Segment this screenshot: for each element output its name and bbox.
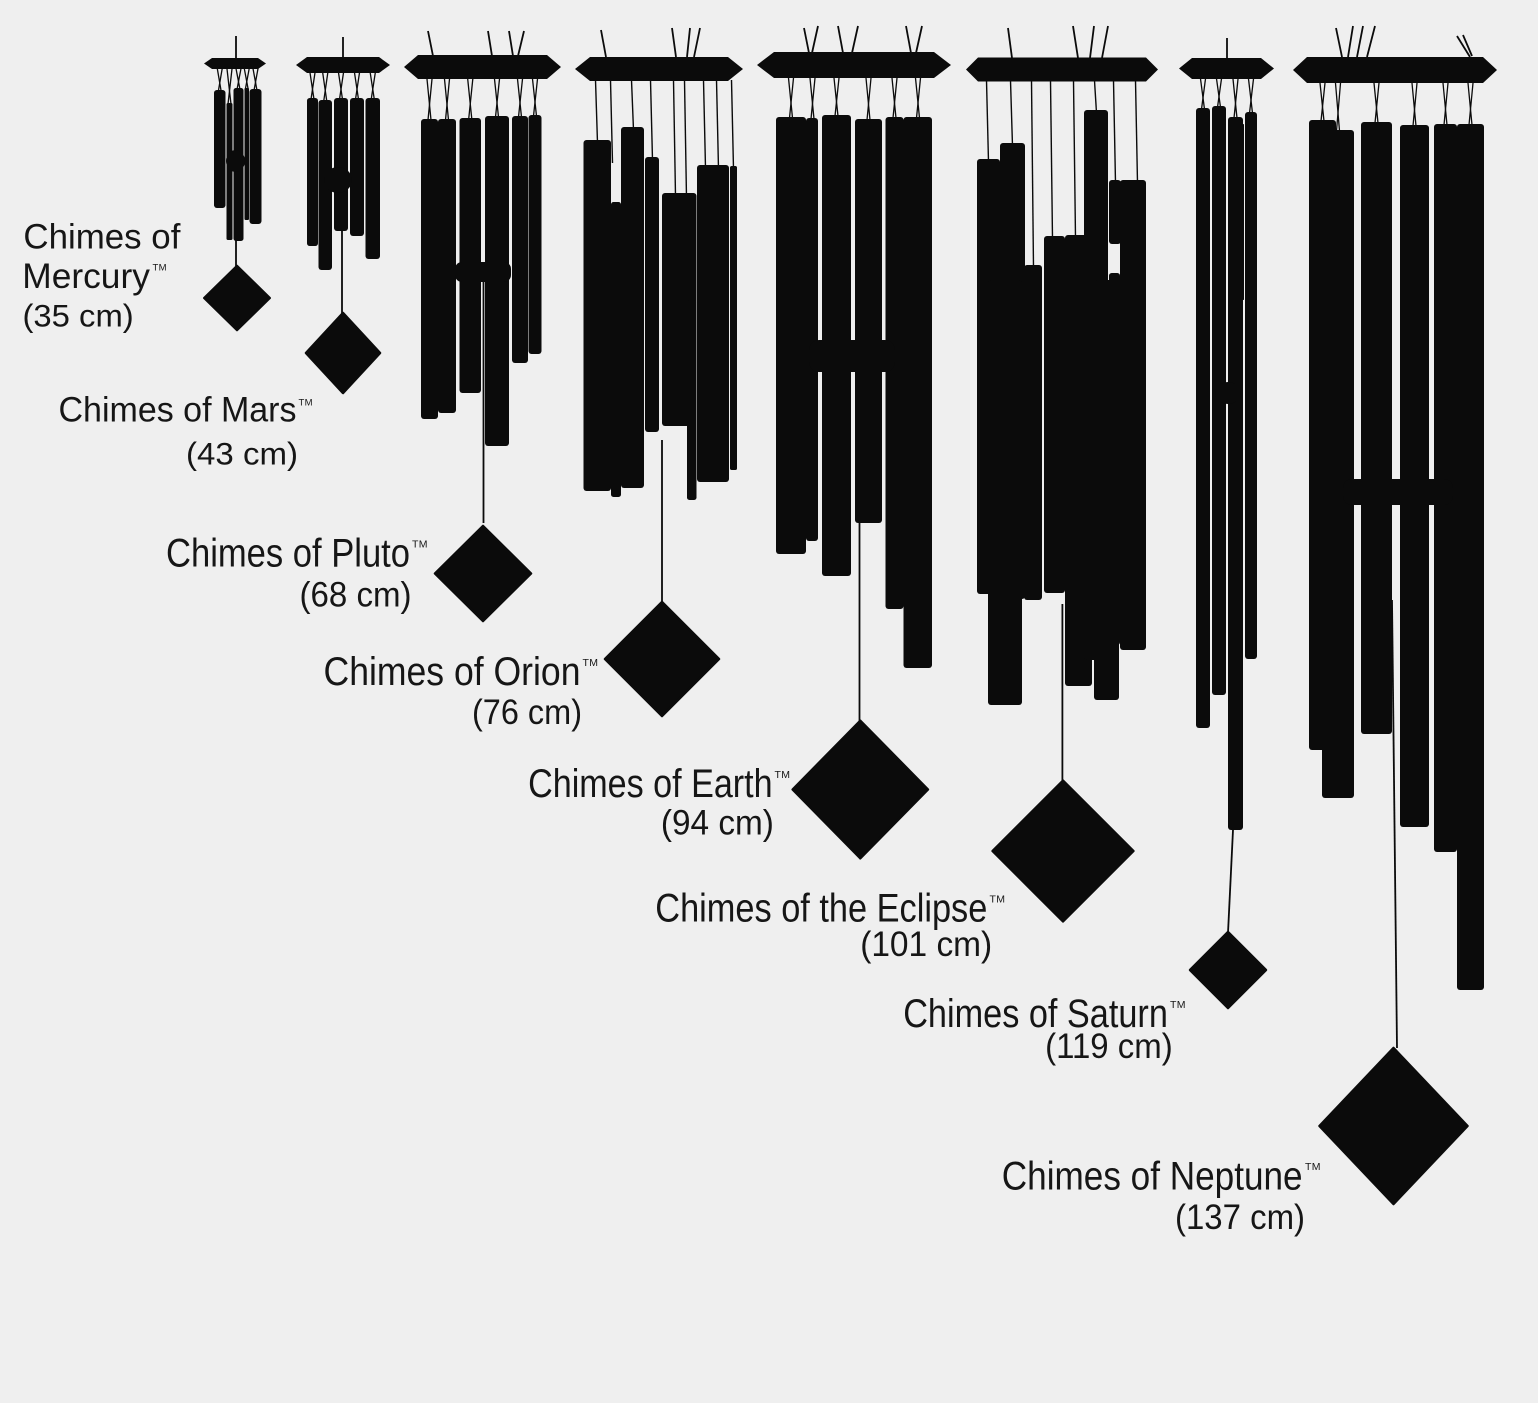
svg-text:Mercury: Mercury xyxy=(22,257,150,296)
svg-text:Chimes of Saturn: Chimes of Saturn xyxy=(903,992,1168,1036)
svg-text:(94 cm): (94 cm) xyxy=(661,804,774,843)
svg-text:TM: TM xyxy=(583,657,599,669)
svg-text:(68 cm): (68 cm) xyxy=(300,576,412,615)
svg-text:(101 cm): (101 cm) xyxy=(860,925,992,964)
svg-text:Chimes of the Eclipse: Chimes of the Eclipse xyxy=(655,887,987,931)
svg-text:TM: TM xyxy=(1305,1161,1321,1173)
svg-text:(119 cm): (119 cm) xyxy=(1045,1027,1173,1066)
svg-text:TM: TM xyxy=(412,539,428,551)
svg-text:(137 cm): (137 cm) xyxy=(1175,1198,1305,1237)
svg-text:Chimes of Pluto: Chimes of Pluto xyxy=(166,532,410,576)
svg-text:TM: TM xyxy=(1170,999,1186,1011)
svg-text:(76 cm): (76 cm) xyxy=(472,693,582,732)
svg-text:TM: TM xyxy=(299,398,313,409)
svg-text:TM: TM xyxy=(775,769,791,781)
svg-text:TM: TM xyxy=(990,894,1006,906)
svg-text:Chimes of Neptune: Chimes of Neptune xyxy=(1002,1154,1303,1198)
svg-text:Chimes of Mars: Chimes of Mars xyxy=(59,391,297,430)
svg-text:Chimes of Earth: Chimes of Earth xyxy=(528,762,773,806)
svg-text:Chimes of: Chimes of xyxy=(23,217,180,256)
svg-text:TM: TM xyxy=(153,263,167,274)
svg-text:(35 cm): (35 cm) xyxy=(23,298,134,334)
svg-text:(43 cm): (43 cm) xyxy=(186,436,298,472)
svg-text:Chimes of Orion: Chimes of Orion xyxy=(324,650,581,694)
